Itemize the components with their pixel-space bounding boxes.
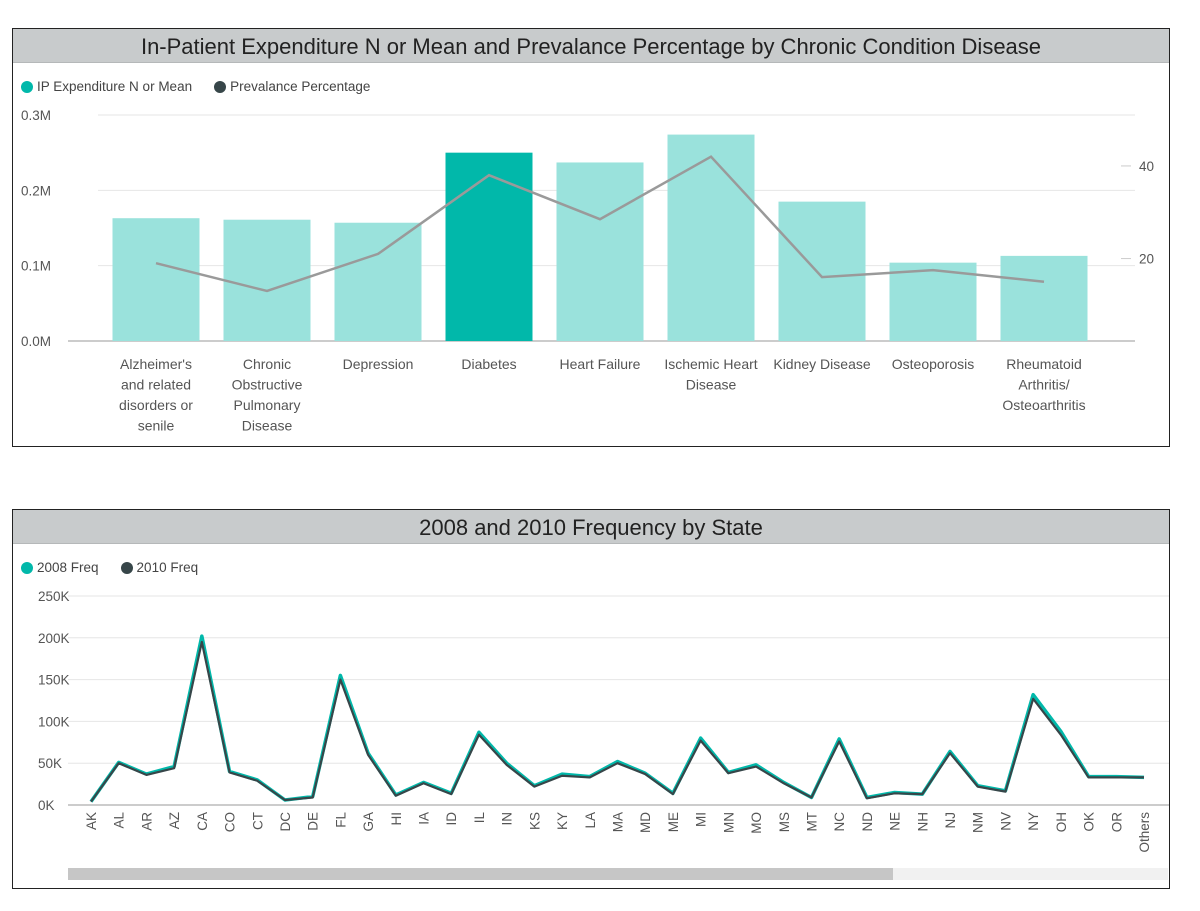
x-tick-label-MD: MD bbox=[638, 812, 653, 833]
y-tick-label: 100K bbox=[38, 714, 70, 729]
x-tick-label-AL: AL bbox=[112, 812, 127, 829]
y-tick-label-left: 0.2M bbox=[21, 183, 51, 198]
x-tick-label-NV: NV bbox=[998, 812, 1013, 831]
x-tick-label-OH: OH bbox=[1054, 812, 1069, 832]
bar-8 bbox=[1000, 255, 1088, 341]
legend-item-ip-expenditure[interactable]: IP Expenditure N or Mean bbox=[21, 79, 192, 94]
x-tick-label-NM: NM bbox=[971, 812, 986, 833]
legend-dot-icon bbox=[21, 561, 33, 574]
x-tick-label-MO: MO bbox=[749, 812, 764, 834]
x-tick-label-NC: NC bbox=[832, 812, 847, 832]
x-tick-label-1: Chronic Obstructive Pulmonary Disease bbox=[232, 356, 303, 434]
x-tick-label-FL: FL bbox=[333, 812, 348, 828]
chart-legend: 2008 Freq 2010 Freq bbox=[21, 560, 220, 575]
x-tick-label-AZ: AZ bbox=[167, 812, 182, 829]
prevalance-line bbox=[155, 155, 1045, 293]
x-tick-label-5: Ischemic Heart Disease bbox=[664, 356, 757, 393]
y-tick-label-right: 40 bbox=[1139, 159, 1154, 174]
bar-4 bbox=[556, 162, 644, 341]
scrollbar-thumb[interactable] bbox=[68, 868, 893, 880]
frequency-chart-plot: 0K 50K 100K 150K 200K 250K AK AL AR AZ CA CO CT DC DE F… bbox=[38, 589, 1169, 853]
y-tick-label-right: 20 bbox=[1139, 252, 1154, 267]
x-tick-label-ME: ME bbox=[666, 812, 681, 832]
legend-dot-icon bbox=[21, 80, 33, 93]
y-tick-label: 200K bbox=[38, 631, 70, 646]
x-tick-label-4: Heart Failure bbox=[560, 356, 641, 372]
y-tick-label: 150K bbox=[38, 673, 70, 688]
x-tick-label-OK: OK bbox=[1082, 812, 1097, 832]
chart-panel-frequency: 2008 and 2010 Frequency by State 2008 Fr… bbox=[12, 509, 1170, 889]
bar-5 bbox=[667, 134, 755, 341]
x-tick-label-6: Kidney Disease bbox=[773, 356, 870, 372]
y-tick-label: 0K bbox=[38, 798, 55, 813]
legend-item-2008-freq[interactable]: 2008 Freq bbox=[21, 560, 99, 575]
legend-dot-icon bbox=[214, 80, 227, 93]
legend-label: 2008 Freq bbox=[37, 560, 99, 575]
y-tick-label-left: 0.3M bbox=[21, 108, 51, 123]
x-tick-label-ND: ND bbox=[860, 812, 875, 832]
bar-0 bbox=[112, 218, 200, 341]
x-tick-label-ID: ID bbox=[444, 812, 459, 826]
legend-label: 2010 Freq bbox=[136, 560, 199, 575]
legend-label: IP Expenditure N or Mean bbox=[37, 79, 193, 94]
chart-title: In-Patient Expenditure N or Mean and Pre… bbox=[13, 29, 1169, 63]
x-tick-label-MS: MS bbox=[777, 812, 792, 832]
x-tick-label-AK: AK bbox=[84, 812, 99, 830]
x-tick-label-NH: NH bbox=[915, 812, 930, 832]
y-tick-label: 250K bbox=[38, 589, 70, 604]
x-tick-label-DC: DC bbox=[278, 812, 293, 832]
x-tick-label-2: Depression bbox=[343, 356, 414, 372]
legend-label: Prevalance Percentage bbox=[230, 79, 371, 94]
x-tick-label-MI: MI bbox=[694, 812, 709, 827]
x-tick-label-KY: KY bbox=[555, 812, 570, 830]
x-tick-label-DE: DE bbox=[306, 812, 321, 831]
x-tick-label-3: Diabetes bbox=[461, 356, 516, 372]
series-line-1 bbox=[90, 640, 1144, 803]
legend-item-prevalance[interactable]: Prevalance Percentage bbox=[214, 79, 370, 94]
x-tick-label-HI: HI bbox=[389, 812, 404, 826]
series-line-0 bbox=[89, 634, 1145, 803]
chart-legend: IP Expenditure N or Mean Prevalance Perc… bbox=[21, 79, 392, 94]
x-tick-label-KS: KS bbox=[527, 812, 542, 830]
bar-3 bbox=[445, 152, 533, 341]
x-tick-label-NY: NY bbox=[1026, 812, 1041, 831]
expenditure-chart-plot: 0.0M 0.1M 0.2M 0.3M 20 40 Alzheimer's and relat… bbox=[21, 108, 1154, 434]
x-tick-label-7: Osteoporosis bbox=[892, 356, 974, 372]
x-tick-label-CT: CT bbox=[250, 812, 265, 830]
x-tick-label-IL: IL bbox=[472, 812, 487, 824]
x-tick-label-8: Rheumatoid Arthritis/Osteoarthritis bbox=[1002, 356, 1085, 413]
bar-2 bbox=[334, 222, 422, 341]
legend-dot-icon bbox=[120, 561, 133, 574]
x-tick-label-IN: IN bbox=[500, 812, 515, 826]
x-tick-label-NJ: NJ bbox=[943, 812, 958, 829]
x-tick-label-LA: LA bbox=[583, 812, 598, 829]
x-tick-label-Others: Others bbox=[1137, 812, 1152, 853]
x-tick-label-CO: CO bbox=[223, 812, 238, 832]
y-tick-label: 50K bbox=[38, 756, 62, 771]
x-tick-label-AR: AR bbox=[139, 812, 154, 831]
bar-7 bbox=[889, 262, 977, 341]
chart-panel-expenditure: In-Patient Expenditure N or Mean and Pre… bbox=[12, 28, 1170, 447]
chart-title: 2008 and 2010 Frequency by State bbox=[13, 510, 1169, 544]
x-tick-label-0: Alzheimer's and related disorders or senile bbox=[119, 356, 193, 434]
legend-item-2010-freq[interactable]: 2010 Freq bbox=[120, 560, 199, 575]
y-tick-label-left: 0.1M bbox=[21, 259, 51, 274]
x-tick-label-MT: MT bbox=[804, 812, 819, 832]
horizontal-scrollbar[interactable] bbox=[68, 868, 1168, 880]
x-tick-label-OR: OR bbox=[1109, 812, 1124, 833]
x-tick-label-MN: MN bbox=[721, 812, 736, 833]
x-tick-label-IA: IA bbox=[417, 812, 432, 825]
x-tick-label-GA: GA bbox=[361, 812, 376, 832]
y-tick-label-left: 0.0M bbox=[21, 334, 51, 349]
x-tick-label-NE: NE bbox=[888, 812, 903, 831]
x-tick-label-CA: CA bbox=[195, 812, 210, 831]
bar-6 bbox=[778, 201, 866, 341]
x-tick-label-MA: MA bbox=[611, 812, 626, 832]
